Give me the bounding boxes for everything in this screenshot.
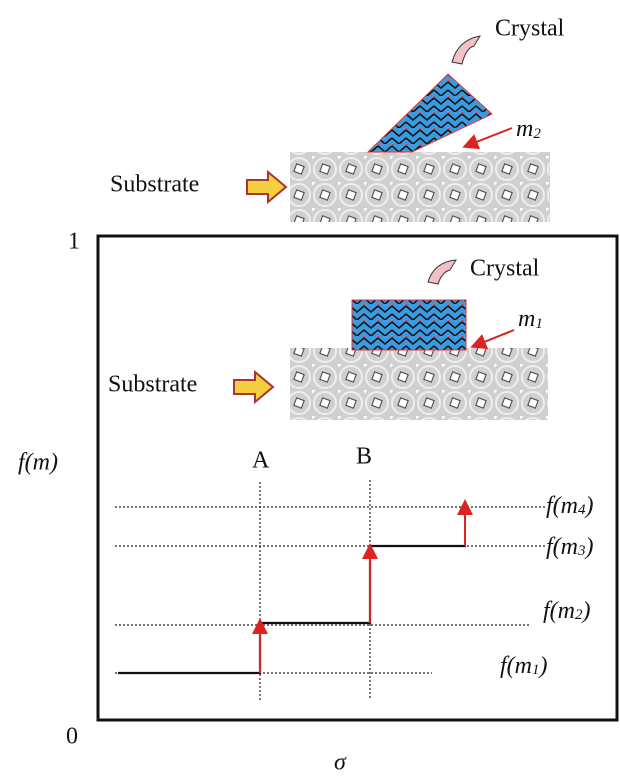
arrow [234, 372, 273, 402]
diagram: Crystal m2 Substrate 1 0 σ f(m) Crystal … [0, 0, 620, 779]
label-sub: 3 [577, 543, 586, 559]
y-bottom: 0 [66, 724, 78, 750]
label-sub: 1 [535, 316, 543, 332]
x-label: σ [334, 750, 347, 776]
label-sub: 2 [533, 126, 541, 142]
level-label: f(m4) [546, 493, 594, 519]
substrate [290, 152, 550, 222]
label-text: f(m [500, 653, 532, 679]
label-text: m [516, 116, 533, 142]
crystal-label: Crystal [495, 16, 565, 42]
substrate-label: Substrate [108, 372, 197, 398]
label-text: f(m [543, 598, 575, 624]
label-tail: ) [584, 493, 594, 519]
curved-arrow [428, 260, 456, 284]
interface-label: m1 [518, 306, 543, 333]
pointer [474, 330, 514, 346]
crystal-label: Crystal [470, 256, 540, 282]
level-label: f(m3) [546, 534, 594, 560]
step-curve [118, 546, 466, 673]
y-label: f(m) [18, 450, 58, 476]
crystal [352, 300, 466, 350]
label-tail: ) [538, 653, 548, 679]
level-label: f(m1) [500, 653, 548, 679]
substrate-label: Substrate [110, 172, 199, 198]
pointer [466, 128, 512, 146]
crystal [368, 74, 492, 152]
substrate [290, 348, 548, 420]
label-text: m [518, 306, 535, 332]
curved-arrow [452, 36, 480, 64]
label-tail: ) [584, 534, 594, 560]
marker-label: B [356, 444, 372, 470]
level-label: f(m2) [543, 598, 591, 624]
label-text: f(m [546, 493, 578, 519]
label-tail: ) [581, 598, 591, 624]
label-text: f(m [546, 534, 578, 560]
arrow [247, 172, 286, 202]
page: { "top_panel": { "crystal_label": "Cryst… [0, 0, 620, 779]
label-sub: 1 [532, 662, 540, 678]
y-top: 1 [68, 229, 80, 255]
interface-label: m2 [516, 116, 541, 143]
marker-label: A [252, 448, 270, 474]
